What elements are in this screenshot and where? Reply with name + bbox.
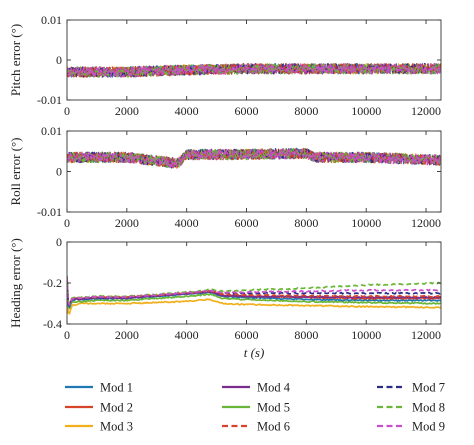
axes-frame-heading	[66, 241, 442, 325]
chart-panels: 0 2000 4000 6000 8000 10000 120000.010-0.01Pit…	[8, 13, 442, 360]
x-tick-label: 2000	[115, 104, 139, 118]
series-line-roll-mod-2	[67, 148, 441, 169]
legend-label: Mod 3	[100, 420, 133, 434]
y-tick-label: 0.01	[41, 124, 62, 138]
x-tick-label: 12000	[411, 328, 441, 342]
legend-label: Mod 9	[412, 420, 445, 434]
series-group-roll	[67, 147, 441, 169]
x-tick-label: 2000	[115, 216, 139, 230]
x-tick-label: 6000	[235, 216, 259, 230]
series-line-heading-mod-7	[67, 277, 441, 307]
y-axis-label-pitch: Pitch error (°)	[8, 24, 23, 96]
x-tick-label: 0	[64, 216, 70, 230]
series-group-pitch	[67, 63, 441, 78]
panel-pitch: 0 2000 4000 6000 8000 10000 120000.010-0.01Pit…	[8, 13, 442, 118]
x-tick-label: 0	[64, 328, 70, 342]
legend-label: Mod 6	[257, 420, 290, 434]
series-line-pitch-mod-9	[67, 63, 441, 78]
legend-item-mod-3: Mod 3	[65, 420, 133, 434]
y-tick-label: 0	[56, 53, 62, 67]
x-tick-label: 10000	[351, 328, 381, 342]
y-tick-label: -0.01	[37, 205, 62, 219]
y-tick-label: 0	[56, 165, 62, 179]
legend-item-mod-1: Mod 1	[65, 381, 133, 395]
legend-label: Mod 8	[412, 401, 445, 415]
x-tick-label: 8000	[294, 328, 318, 342]
legend-label: Mod 4	[257, 381, 291, 395]
y-tick-label: 0.01	[41, 13, 62, 27]
y-axis-label-heading: Heading error (°)	[8, 238, 23, 328]
panel-heading: 0 2000 4000 6000 8000 10000 12000 0 -0.2 -0.4 Head…	[8, 235, 442, 360]
x-tick-label: 10000	[351, 104, 381, 118]
series-line-pitch-mod-6	[67, 63, 441, 78]
x-tick-label: 6000	[235, 328, 259, 342]
legend-item-mod-7: Mod 7	[377, 381, 445, 395]
x-tick-label: 8000	[294, 104, 318, 118]
y-tick-label: -0.01	[37, 93, 62, 107]
x-tick-label: 12000	[411, 216, 441, 230]
series-line-roll-mod-9	[67, 148, 441, 169]
series-line-heading-mod-6	[67, 276, 441, 306]
x-tick-label: 2000	[115, 328, 139, 342]
axes-frame-roll	[66, 130, 442, 213]
legend-label: Mod 5	[257, 401, 290, 415]
axes-frame-pitch	[66, 19, 442, 101]
series-line-heading-mod-9	[67, 277, 441, 306]
x-axis-label: t (s)	[244, 345, 265, 360]
series-group-heading	[67, 275, 441, 315]
legend-item-mod-6: Mod 6	[222, 420, 290, 434]
x-tick-label: 4000	[175, 328, 199, 342]
y-tick-label: -0.2	[43, 276, 62, 290]
x-tick-label: 8000	[294, 216, 318, 230]
legend-item-mod-9: Mod 9	[377, 420, 445, 434]
x-tick-label: 12000	[411, 104, 441, 118]
x-tick-label: 0	[64, 104, 70, 118]
series-line-heading-mod-8	[67, 275, 441, 305]
legend-item-mod-2: Mod 2	[65, 401, 133, 415]
legend-item-mod-4: Mod 4	[222, 381, 291, 395]
x-tick-label: 4000	[175, 104, 199, 118]
legend-label: Mod 1	[100, 381, 133, 395]
x-tick-label: 10000	[351, 216, 381, 230]
series-line-heading-mod-5	[67, 281, 441, 310]
y-axis-label-roll: Roll error (°)	[8, 137, 23, 205]
legend-label: Mod 7	[412, 381, 445, 395]
legend-item-mod-5: Mod 5	[222, 401, 290, 415]
x-tick-label: 4000	[175, 216, 199, 230]
legend: Mod 1 Mod 2 Mod 3 Mod 4 Mod 5 Mod 6 Mod 7 Mod 8…	[65, 381, 445, 434]
legend-item-mod-8: Mod 8	[377, 401, 445, 415]
y-tick-label: 0	[56, 235, 62, 249]
series-line-heading-mod-3	[67, 287, 441, 315]
panel-roll: 0 2000 4000 6000 8000 10000 120000.010-0.01Rol…	[8, 124, 442, 230]
y-tick-label: -0.4	[43, 317, 62, 331]
x-tick-label: 6000	[235, 104, 259, 118]
legend-label: Mod 2	[100, 401, 133, 415]
